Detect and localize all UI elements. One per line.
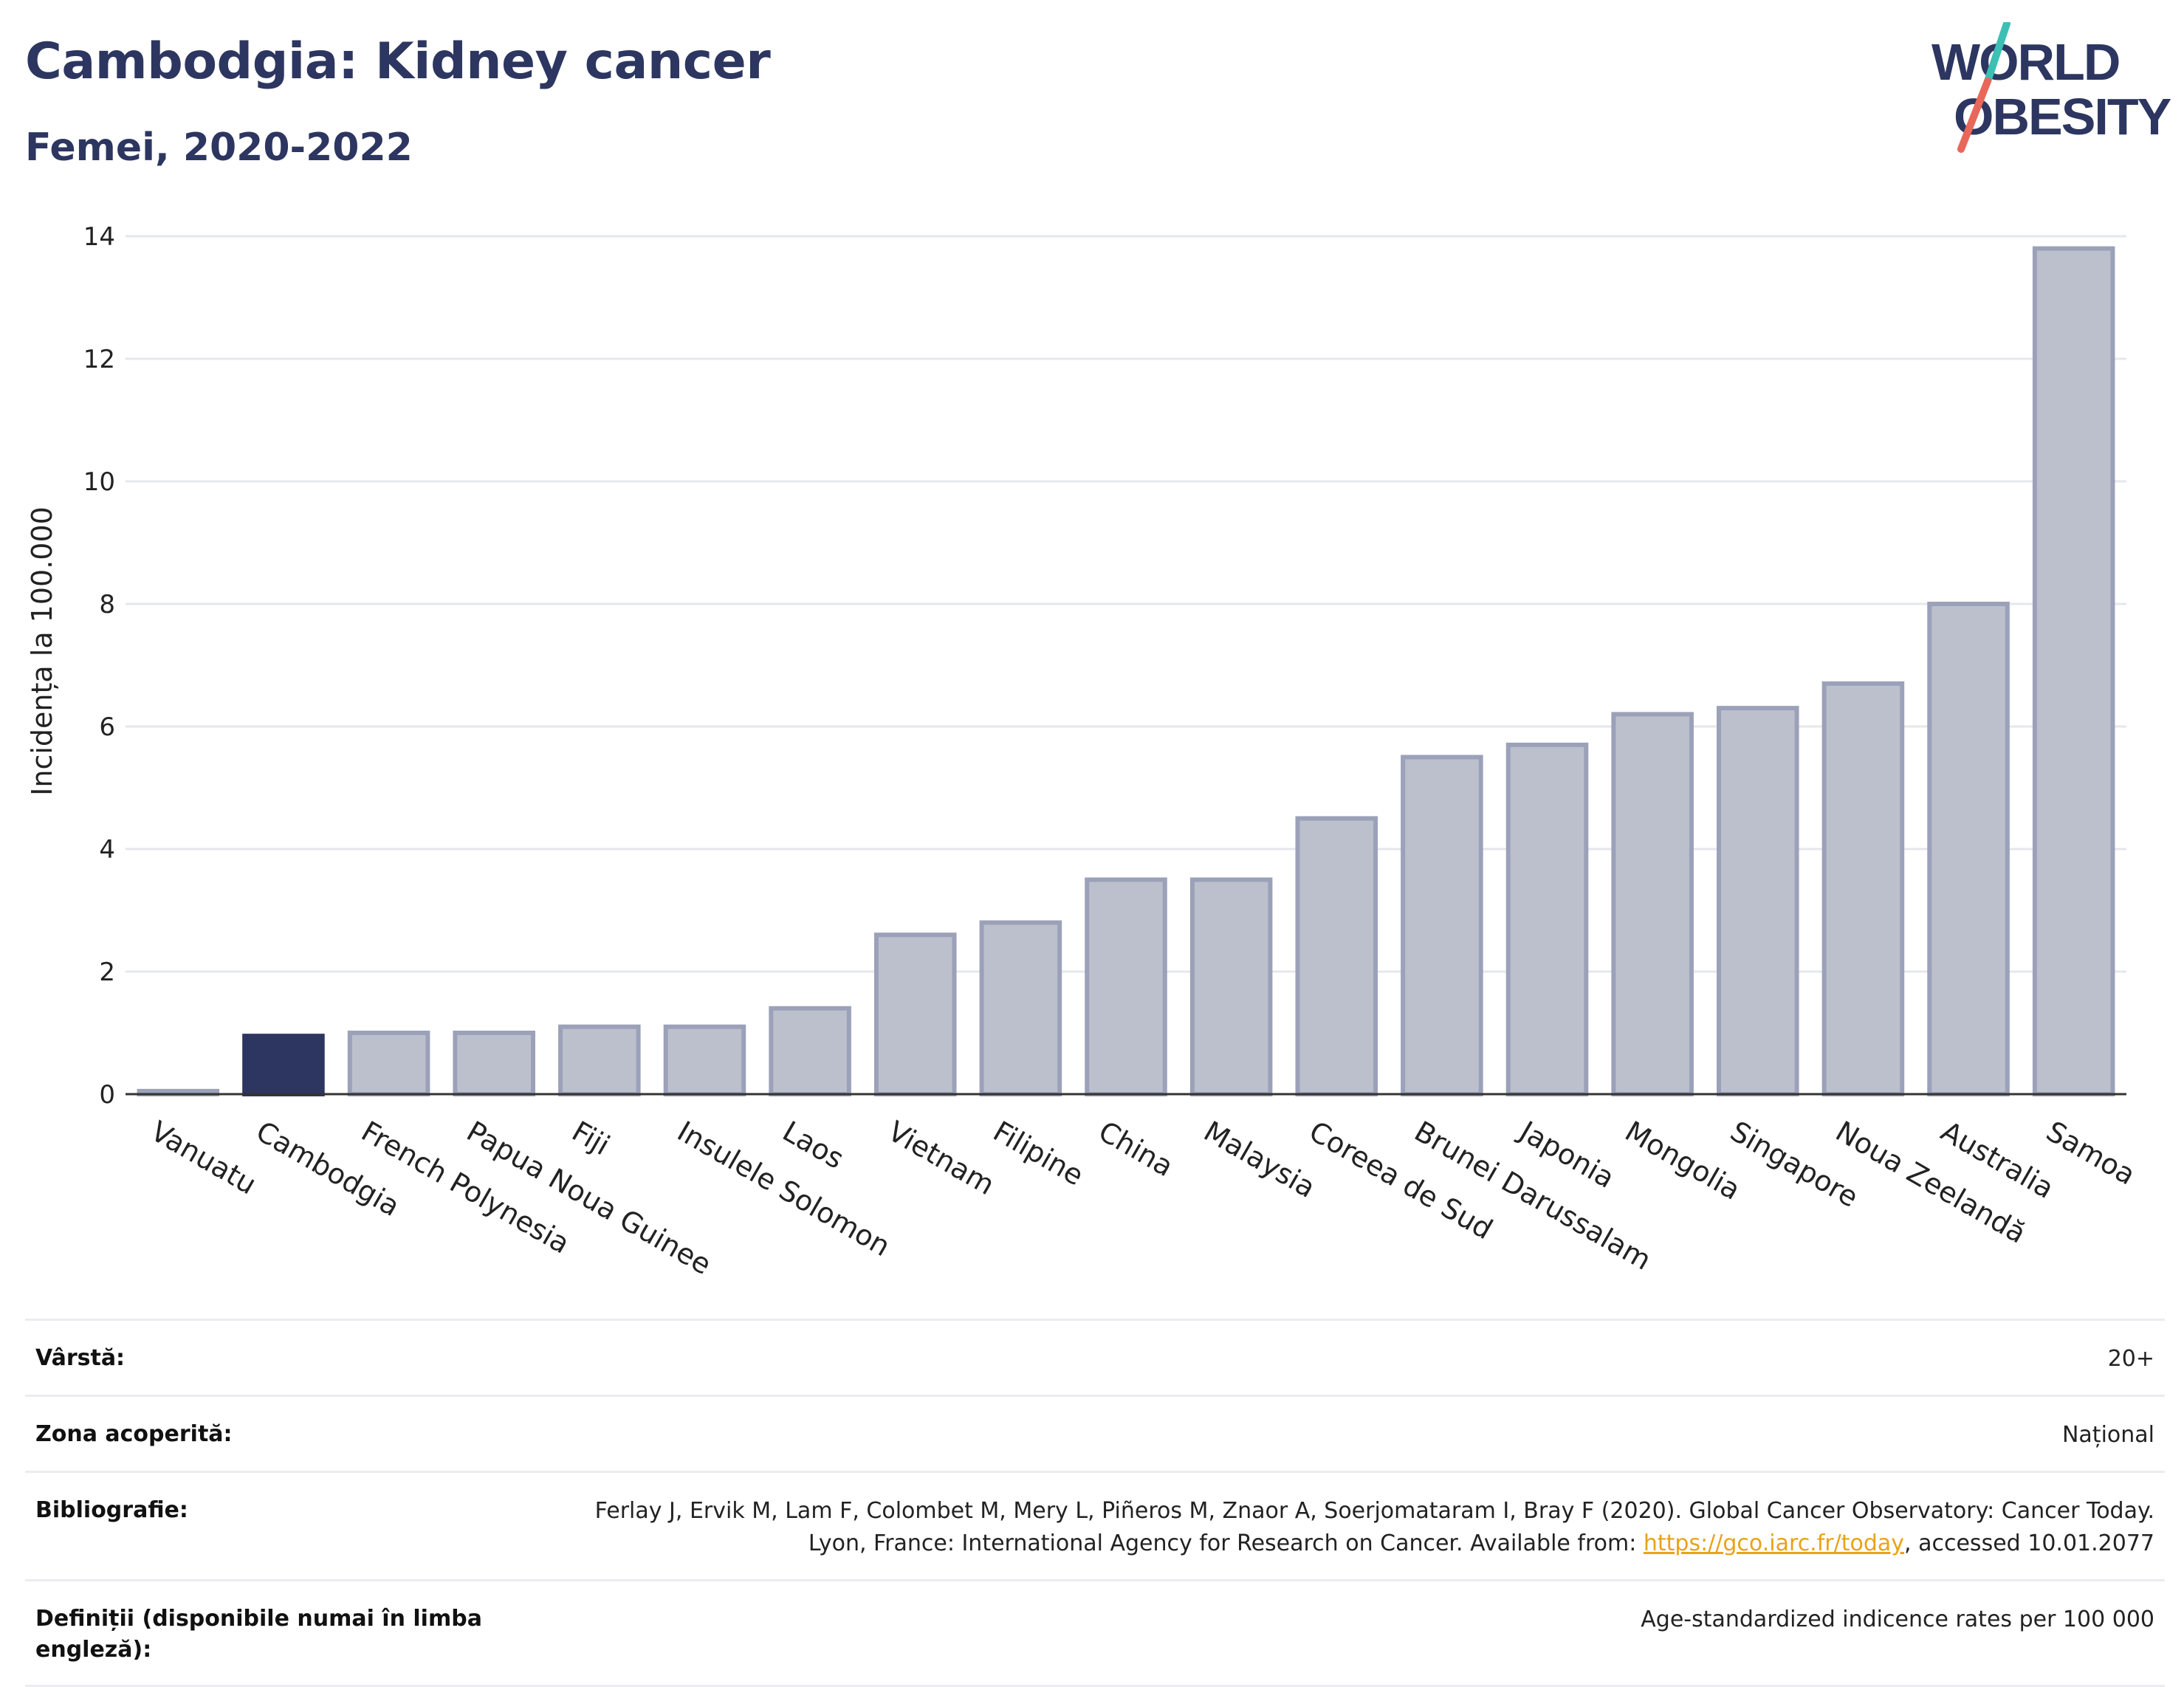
bars [137, 246, 2115, 1097]
bar-noua-zeeland- [1821, 681, 1905, 1096]
info-value: 20+ [2107, 1346, 2154, 1372]
info-key: Zona acoperită: [35, 1421, 233, 1447]
bar-samoa [2032, 246, 2115, 1097]
y-axis-label: Incidența la 100.000 [26, 506, 58, 796]
bibliography-accessed: , accessed 10.01.2077 [1904, 1530, 2154, 1556]
info-key: Vârstă: [35, 1345, 126, 1371]
info-value: Age-standardized indicence rates per 100… [1641, 1607, 2154, 1632]
x-tick-label: China [1093, 1115, 1179, 1183]
bar-japonia [1505, 742, 1589, 1097]
logo-slash-coral [1957, 78, 1991, 153]
bar-china [1085, 877, 1167, 1096]
x-tick-label: Filipine [988, 1115, 1089, 1192]
bar-fiji [558, 1024, 641, 1096]
bar-filipine [979, 920, 1062, 1096]
y-axis-ticks: 0 2 4 6 8 10 12 14 [83, 222, 115, 1110]
info-row-definitions: Definiții (disponibile numai în limba en… [25, 1579, 2165, 1687]
page-subtitle: Femei, 2020-2022 [25, 126, 413, 170]
world-obesity-logo: WORLD OBESITY [1931, 22, 2171, 153]
logo-line-1: WORLD [1931, 33, 2119, 91]
x-tick-label: Noua Zeelandă [1830, 1115, 2031, 1250]
x-tick-label: Laos [777, 1115, 850, 1175]
bar-vietnam [873, 932, 957, 1096]
info-row-age: Vârstă: 20+ [25, 1319, 2165, 1395]
info-row-bibliography: Bibliografie: Ferlay J, Ervik M, Lam F, … [25, 1471, 2165, 1579]
page-title: Cambodgia: Kidney cancer [25, 32, 771, 91]
bar-cambodgia [242, 1034, 325, 1097]
info-key: Definiții (disponibile numai în limba en… [35, 1606, 482, 1663]
logo-slash-teal [1984, 22, 2010, 85]
x-tick-label: Coreea de Sud [1304, 1115, 1498, 1246]
x-tick-label: Vanuatu [145, 1115, 262, 1200]
y-tick-label: 12 [83, 345, 115, 374]
bar-singapore [1717, 706, 1799, 1096]
info-row-coverage: Zona acoperită: Național [25, 1395, 2165, 1471]
bar-coreea-de-sud [1295, 816, 1378, 1096]
y-tick-label: 10 [83, 467, 115, 497]
info-key: Bibliografie: [35, 1497, 188, 1523]
bar-malaysia [1189, 877, 1273, 1096]
y-tick-label: 8 [99, 590, 115, 619]
info-value: Național [2061, 1422, 2154, 1448]
bar-mongolia [1611, 712, 1694, 1096]
x-tick-label: Mongolia [1620, 1115, 1746, 1206]
y-tick-label: 0 [99, 1080, 115, 1110]
bar-french-polynesia [347, 1031, 430, 1096]
bar-chart: 0 2 4 6 8 10 12 14 Incidența la 100.000 Vanuatu… [26, 222, 2141, 1281]
y-tick-label: 2 [99, 958, 115, 987]
info-table: Vârstă: 20+ Zona acoperită: Național Bib… [25, 1319, 2165, 1687]
source-link[interactable]: https://gco.iarc.fr/today [1643, 1530, 1905, 1556]
info-value: Ferlay J, Ervik M, Lam F, Colombet M, Me… [567, 1495, 2154, 1560]
bar-laos [769, 1006, 851, 1097]
y-tick-label: 6 [99, 712, 115, 742]
x-tick-label: Malaysia [1198, 1115, 1321, 1204]
bar-insulele-solomon [663, 1024, 746, 1096]
bibliography-text: Ferlay J, Ervik M, Lam F, Colombet M, Me… [594, 1498, 2154, 1556]
bar-australia [1927, 602, 2010, 1096]
y-tick-label: 4 [99, 835, 115, 865]
bar-brunei-darussalam [1401, 755, 1483, 1096]
x-tick-label: Fiji [566, 1115, 615, 1161]
logo-line-2: OBESITY [1954, 88, 2171, 145]
x-tick-label: Vietnam [882, 1115, 1000, 1201]
y-tick-label: 14 [83, 222, 115, 252]
bar-papua-noua-guinee [453, 1031, 535, 1096]
